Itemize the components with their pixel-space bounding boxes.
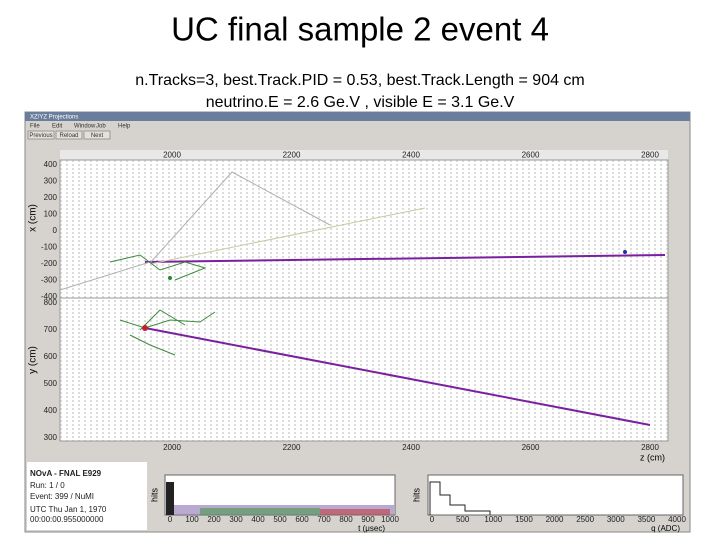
charge-hist (427, 474, 684, 516)
x-tick-label: 3000 (607, 515, 625, 524)
button[interactable] (27, 130, 55, 140)
button-label[interactable]: Previous (29, 133, 52, 139)
x-tick-label: 1000 (381, 515, 399, 524)
subtitle: n.Tracks=3, best.Track.PID = 0.53, best.… (135, 72, 585, 89)
event: Event: 399 / NuMI (30, 492, 94, 501)
x-axis-label: q (ADC) (651, 524, 680, 533)
x-tick-label: 2400 (402, 151, 420, 160)
y-axis-label: y (cm) (28, 346, 39, 374)
y-tick-label: 300 (44, 433, 58, 442)
button[interactable] (55, 130, 83, 140)
y-tick-label: 100 (44, 210, 58, 219)
y-axis-label: hits (149, 488, 159, 503)
run: Run: 1 / 0 (30, 481, 65, 490)
menu-item: Edit (52, 124, 63, 130)
x-tick-label: 4000 (668, 515, 686, 524)
y-tick-label: -400 (41, 292, 58, 301)
x-tick-label: 2600 (522, 151, 540, 160)
x-tick-label: 1500 (515, 515, 533, 524)
x-tick-label: 0 (168, 515, 173, 524)
menu-item: Job (96, 124, 106, 130)
x-axis-label: t (μsec) (358, 524, 385, 533)
x-tick-label: 2000 (546, 515, 564, 524)
time-hist-bars (166, 482, 394, 515)
y-tick-label: 400 (44, 160, 58, 169)
x-tick-label: 2800 (641, 443, 659, 452)
x-tick-label: 2200 (283, 151, 301, 160)
x-tick-label: 0 (430, 515, 435, 524)
date: UTC Thu Jan 1, 1970 (30, 505, 107, 514)
y-tick-label: 200 (44, 193, 58, 202)
y-tick-label: -100 (41, 243, 58, 252)
button[interactable] (83, 130, 111, 140)
y-axis-label: x (cm) (28, 204, 39, 232)
y-tick-label: 0 (53, 226, 58, 235)
y-axis-label: hits (411, 488, 421, 503)
window-title: XZ/YZ Projections (30, 115, 78, 121)
x-tick-label: 2400 (402, 443, 420, 452)
x-tick-label: 3500 (637, 515, 655, 524)
x-tick-label: 2800 (641, 151, 659, 160)
x-tick-label: 2600 (522, 443, 540, 452)
slide-title: UC final sample 2 event 4 (171, 11, 549, 48)
yz-tracks (119, 309, 651, 426)
x-tick-label: 2000 (163, 443, 181, 452)
x-tick-label: 200 (207, 515, 221, 524)
y-tick-label: 600 (44, 352, 58, 361)
y-tick-label: 400 (44, 406, 58, 415)
y-tick-label: 800 (44, 298, 58, 307)
x-tick-label: 600 (295, 515, 309, 524)
button-label[interactable]: Next (91, 133, 104, 139)
y-tick-label: 500 (44, 379, 58, 388)
x-tick-label: 2000 (163, 151, 181, 160)
info-panel (27, 462, 147, 530)
x-tick-label: 1000 (484, 515, 502, 524)
x-tick-label: 800 (339, 515, 353, 524)
menu-item: File (30, 124, 40, 130)
menu-item: Window (74, 124, 96, 130)
axis-strip (60, 150, 668, 160)
title-bar (25, 112, 690, 121)
x-tick-label: 900 (361, 515, 375, 524)
y-tick-label: -200 (41, 259, 58, 268)
y-tick-label: -300 (41, 276, 58, 285)
menu-item: Help (118, 124, 131, 130)
x-tick-label: 700 (317, 515, 331, 524)
x-tick-label: 2200 (283, 443, 301, 452)
x-tick-label: 100 (185, 515, 199, 524)
xz-tracks (59, 171, 666, 291)
button-label[interactable]: Reload (59, 133, 78, 139)
x-tick-label: 2500 (576, 515, 594, 524)
x-tick-label: 300 (229, 515, 243, 524)
xz-view (59, 159, 669, 299)
x-tick-label: 400 (251, 515, 265, 524)
subtitle: neutrino.E = 2.6 Ge.V , visible E = 3.1 … (206, 94, 515, 111)
time: 00:00:00.955000000 (30, 515, 104, 524)
charge-hist-line (429, 481, 491, 515)
x-tick-label: 500 (273, 515, 287, 524)
experiment: NOvA - FNAL E929 (30, 469, 102, 478)
x-axis-label: z (cm) (640, 452, 665, 462)
y-tick-label: 700 (44, 325, 58, 334)
x-tick-label: 500 (456, 515, 470, 524)
y-tick-label: 300 (44, 177, 58, 186)
